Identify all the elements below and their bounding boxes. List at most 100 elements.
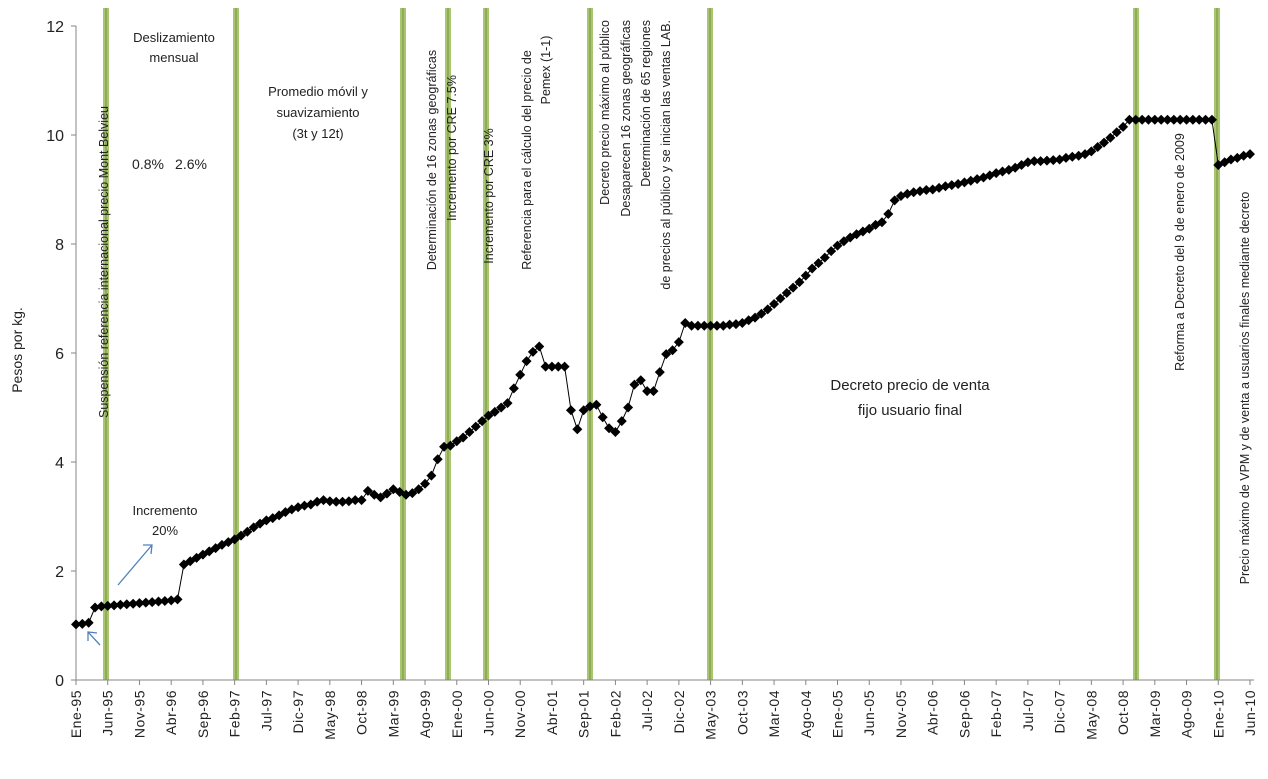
data-marker [921,185,932,196]
data-marker [769,298,780,309]
y-tick-label: 8 [55,237,64,254]
data-marker [775,293,786,304]
x-tick-label: Dic-07 [1052,690,1068,733]
data-marker [1245,149,1255,160]
data-marker [654,367,665,378]
y-tick-label: 6 [55,346,64,363]
data-marker [1175,114,1186,125]
data-marker [356,495,367,506]
data-marker [730,319,741,330]
x-tick-label: Sep-96 [195,690,211,738]
data-marker [140,597,151,608]
x-tick-label: Abr-96 [163,690,179,735]
data-marker [489,406,500,417]
arrows [87,544,153,646]
annotation: Pemex (1-1) [539,36,553,105]
data-marker [876,217,887,228]
data-marker [1200,114,1211,125]
data-marker [521,356,532,367]
data-marker [451,436,462,447]
data-marker [635,375,646,386]
data-marker [1168,114,1179,125]
data-marker [109,600,120,611]
data-marker [464,427,475,438]
data-marker [375,492,386,503]
x-tick-label: Dic-97 [290,690,306,733]
data-marker [420,478,431,489]
data-marker [71,619,81,630]
data-marker [692,320,703,331]
data-marker [508,383,519,394]
x-tick-label: Abr-06 [925,690,941,735]
data-marker [1162,114,1173,125]
data-marker [623,402,634,413]
x-tick-label: Oct-03 [734,690,750,735]
data-marker [807,263,818,274]
data-marker [1029,156,1040,167]
data-marker [604,423,615,434]
annotation: Desaparecen 16 zonas geográficas [619,20,633,217]
x-tick-label: Oct-98 [354,690,370,735]
data-marker [413,484,424,495]
data-marker [248,522,259,533]
data-marker [362,485,373,496]
data-marker [565,405,576,416]
data-marker [826,246,837,257]
data-marker [642,386,653,397]
data-marker [445,440,456,451]
annotation: (3t y 12t) [292,126,343,141]
y-tick-label: 0 [55,673,64,690]
data-marker [166,595,177,606]
data-marker [134,598,145,609]
annotation: Determinación de 65 regiones [639,20,653,187]
data-marker [832,240,843,251]
annotation: Reforma a Decreto del 9 de enero de 2009 [1173,133,1187,371]
x-tick-label: Jun-05 [861,690,877,736]
data-marker [1118,121,1129,132]
data-marker [711,320,722,331]
data-marker [572,424,583,435]
data-marker [946,180,957,191]
data-marker [1187,114,1198,125]
data-marker [781,288,792,299]
y-tick-label: 4 [55,455,64,472]
data-marker [432,454,443,465]
annotation: Incremento [132,503,197,518]
data-marker [1041,155,1052,166]
data-marker [147,597,158,608]
data-marker [343,496,354,507]
data-marker [1124,114,1135,125]
data-marker [864,223,875,234]
x-tick-label: Feb-07 [988,690,1004,737]
data-marker [673,337,684,348]
data-marker [1194,114,1205,125]
x-tick-label: Jul-97 [258,690,274,731]
x-tick-label: Jun-95 [100,690,116,736]
data-marker [889,195,900,206]
data-marker [324,496,335,507]
data-marker [883,209,894,220]
data-marker [274,510,285,521]
x-tick-label: Nov-95 [131,690,147,738]
annotation: Suspensión referencia internacional prec… [97,106,111,418]
data-marker [515,369,526,380]
data-marker [153,596,164,607]
data-marker [819,252,830,263]
data-marker [1137,114,1148,125]
x-tick-label: May-03 [703,690,719,740]
x-tick-label: Oct-08 [1115,690,1131,735]
x-tick-label: May-98 [322,690,338,740]
data-marker [540,361,551,372]
data-marker [1048,155,1059,166]
data-marker [331,496,342,507]
annotation: mensual [149,50,198,65]
data-marker [242,526,253,537]
data-marker [115,599,126,610]
data-marker [794,277,805,288]
y-tick-label: 2 [55,564,64,581]
arrow-head [143,544,153,555]
data-marker [1086,146,1097,157]
data-marker [756,308,767,319]
data-marker [686,320,697,331]
x-tick-label: Feb-02 [607,690,623,737]
